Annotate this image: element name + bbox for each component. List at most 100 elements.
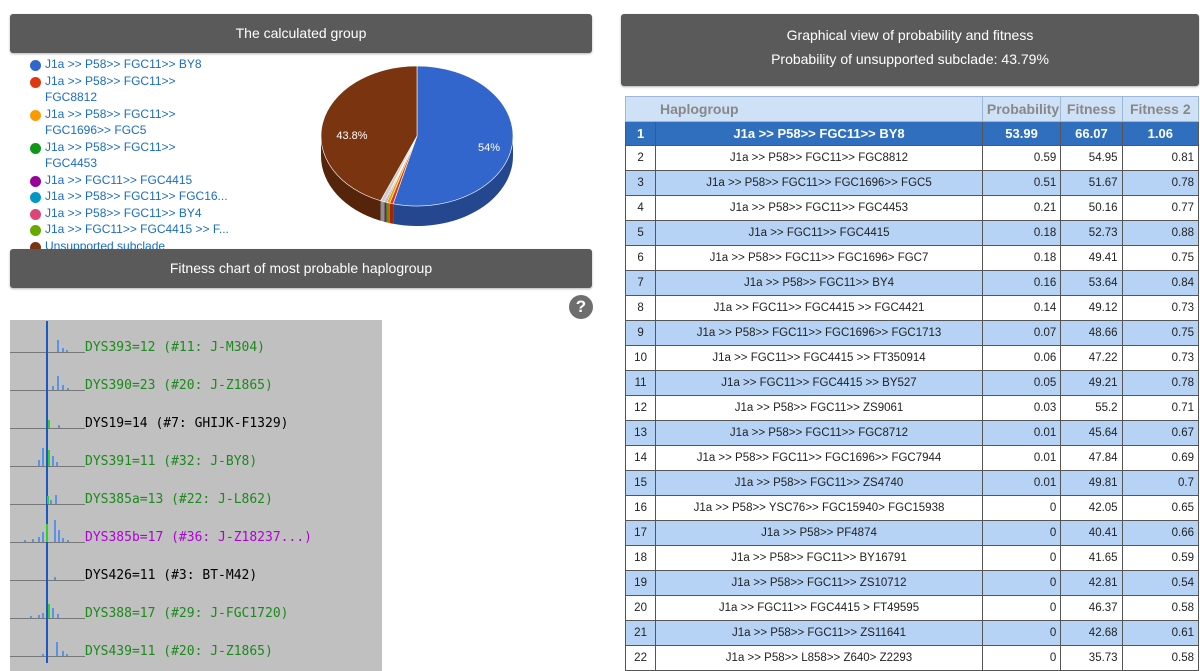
- row-index: 19: [624, 570, 657, 596]
- fitness-cell: 47.84: [1060, 445, 1123, 471]
- table-row[interactable]: 15 J1a >> P58>> FGC11>> ZS4740 0.01 49.81 0.…: [624, 470, 1200, 496]
- fitness-histogram-bar: [62, 651, 64, 656]
- fitness-histogram-bar: [32, 539, 34, 542]
- fitness-cell: 49.41: [1060, 245, 1123, 271]
- legend-item[interactable]: J1a >> P58>> FGC11>> BY8: [30, 56, 230, 73]
- haplogroup-cell: J1a >> P58>> FGC11>> FGC8712: [655, 420, 983, 446]
- table-row[interactable]: 9 J1a >> P58>> FGC11>> FGC1696>> FGC1713 0…: [624, 320, 1200, 346]
- row-index: 1: [624, 121, 657, 146]
- fitness-histogram-bar: [55, 495, 57, 504]
- fitness2-cell: 0.78: [1121, 170, 1200, 196]
- table-row[interactable]: 14 J1a >> P58>> FGC11>> FGC1696>> FGC7944…: [624, 445, 1200, 471]
- legend-item[interactable]: J1a >> FGC11>> FGC4415: [30, 172, 230, 189]
- fitness-cell: 41.65: [1060, 545, 1123, 571]
- legend-item[interactable]: J1a >> P58>> FGC11>> FGC4453: [30, 139, 230, 172]
- fitness-center-line: [46, 435, 48, 473]
- probability-cell: 0.03: [981, 395, 1062, 421]
- fitness2-cell: 0.88: [1121, 220, 1200, 246]
- fitness-histogram-bar: [66, 654, 68, 656]
- row-index: 17: [624, 520, 657, 546]
- fitness-cell: 42.05: [1060, 495, 1123, 521]
- fitness2-cell: 0.75: [1121, 245, 1200, 271]
- probability-cell: 0: [981, 595, 1062, 621]
- fitness-cell: 45.64: [1060, 420, 1123, 446]
- probability-cell: 0: [981, 520, 1062, 546]
- haplogroup-table: Haplogroup Probability Fitness Fitness 2…: [624, 96, 1200, 671]
- fitness2-cell: 0.78: [1121, 370, 1200, 396]
- fitness-histogram-bar: [24, 540, 26, 542]
- legend-swatch: [30, 76, 41, 88]
- fitness-match-bar: [46, 524, 48, 542]
- legend-item[interactable]: J1a >> FGC11>> FGC4415 >> F...: [30, 221, 230, 238]
- fitness2-cell: 0.69: [1121, 445, 1200, 471]
- fitness-histogram-bar: [56, 642, 58, 656]
- fitness2-cell: 0.54: [1121, 570, 1200, 596]
- row-index: 10: [624, 345, 657, 371]
- table-row[interactable]: 13 J1a >> P58>> FGC11>> FGC8712 0.01 45.64 0…: [624, 420, 1200, 446]
- help-icon[interactable]: ?: [569, 295, 593, 319]
- fitness-histogram-bar: [54, 520, 56, 542]
- fitness-row: DYS393=12 (#11: J-M304): [10, 321, 382, 359]
- table-row[interactable]: 19 J1a >> P58>> FGC11>> ZS10712 0 42.81 0.54: [624, 570, 1200, 596]
- table-row[interactable]: 22 J1a >> P58>> L858>> Z640> Z2293 0 35.73 0…: [624, 645, 1200, 671]
- probability-cell: 0.01: [981, 445, 1062, 471]
- probability-cell: 0: [981, 570, 1062, 596]
- pie-slice[interactable]: [320, 65, 418, 202]
- table-row[interactable]: 8 J1a >> FGC11>> FGC4415 >> FGC4421 0.14 49…: [624, 295, 1200, 321]
- fitness-histogram-bar: [38, 537, 40, 542]
- haplogroup-cell: J1a >> P58>> FGC11>> ZS9061: [655, 395, 983, 421]
- table-row[interactable]: 10 J1a >> FGC11>> FGC4415 >> FT350914 0.06…: [624, 345, 1200, 371]
- row-index: 4: [624, 195, 657, 221]
- table-row[interactable]: 17 J1a >> P58>> PF4874 0 40.41 0.66: [624, 520, 1200, 546]
- row-index: 13: [624, 420, 657, 446]
- legend-item[interactable]: J1a >> P58>> FGC11>> FGC8812: [30, 73, 230, 106]
- table-row[interactable]: 11 J1a >> FGC11>> FGC4415 >> BY527 0.05 49.…: [624, 370, 1200, 396]
- table-row[interactable]: 21 J1a >> P58>> FGC11>> ZS11641 0 42.68 0.61: [624, 620, 1200, 646]
- fitness-cell: 40.41: [1060, 520, 1123, 546]
- legend-label: J1a >> FGC11>> FGC4415: [45, 172, 193, 187]
- table-row[interactable]: 7 J1a >> P58>> FGC11>> BY4 0.16 53.64 0.84: [624, 270, 1200, 296]
- table-row[interactable]: 6 J1a >> P58>> FGC11>> FGC1696> FGC7 0.18 4…: [624, 245, 1200, 271]
- table-row[interactable]: 5 J1a >> FGC11>> FGC4415 0.18 52.73 0.88: [624, 220, 1200, 246]
- fitness-histogram-bar: [52, 608, 54, 618]
- legend-label: J1a >> P58>> FGC11>> FGC16...: [45, 189, 228, 203]
- table-row[interactable]: 1 J1a >> P58>> FGC11>> BY8 53.99 66.07 1.06: [624, 121, 1200, 146]
- probability-cell: 0.51: [981, 170, 1062, 196]
- col-fitness[interactable]: Fitness: [1060, 96, 1123, 122]
- fitness-histogram-bar: [57, 376, 59, 390]
- fitness-match-bar: [48, 604, 50, 618]
- haplogroup-cell: J1a >> FGC11>> FGC4415 >> BY527: [655, 370, 983, 396]
- table-row[interactable]: 20 J1a >> FGC11>> FGC4415 > FT49595 0 46.37…: [624, 595, 1200, 621]
- probability-cell: 0.59: [981, 145, 1062, 171]
- fitness-histogram-bar: [62, 348, 64, 352]
- table-row[interactable]: 4 J1a >> P58>> FGC11>> FGC4453 0.21 50.16 0.…: [624, 195, 1200, 221]
- table-row[interactable]: 12 J1a >> P58>> FGC11>> ZS9061 0.03 55.2 0.7…: [624, 395, 1200, 421]
- fitness2-cell: 0.73: [1121, 295, 1200, 321]
- fitness-histogram-bar: [56, 462, 58, 466]
- pie-slice[interactable]: [392, 65, 514, 207]
- col-haplogroup[interactable]: Haplogroup: [625, 96, 983, 122]
- col-probability[interactable]: Probability: [981, 96, 1062, 122]
- col-fitness-2[interactable]: Fitness 2: [1121, 96, 1200, 122]
- graphical-view-title: Graphical view of probability and fitnes…: [786, 27, 1034, 43]
- fitness-marker-label: DYS391=11 (#32: J-BY8): [85, 454, 258, 469]
- legend-swatch: [30, 225, 41, 236]
- table-row[interactable]: 16 J1a >> P58>> YSC76>> FGC15940> FGC1593…: [624, 495, 1200, 521]
- table-row[interactable]: 2 J1a >> P58>> FGC11>> FGC8812 0.59 54.95 0.…: [624, 145, 1200, 171]
- haplogroup-cell: J1a >> P58>> FGC11>> ZS11641: [655, 620, 983, 646]
- legend-item[interactable]: J1a >> P58>> FGC11>> FGC1696>> FGC5: [30, 106, 230, 139]
- table-row[interactable]: 3 J1a >> P58>> FGC11>> FGC1696>> FGC5 0.51…: [624, 170, 1200, 196]
- fitness2-cell: 0.81: [1121, 145, 1200, 171]
- fitness-cell: 49.12: [1060, 295, 1123, 321]
- fitness2-cell: 0.66: [1121, 520, 1200, 546]
- legend-item[interactable]: J1a >> P58>> FGC11>> FGC16...: [30, 188, 230, 205]
- row-index: 6: [624, 245, 657, 271]
- fitness-row: DYS19=14 (#7: GHIJK-F1329): [10, 397, 382, 435]
- fitness-chart-title: Fitness chart of most probable haplogrou…: [169, 260, 433, 276]
- legend-label: J1a >> P58>> FGC11>> BY4: [45, 205, 202, 220]
- pie-slice-side: [380, 200, 385, 222]
- row-index: 3: [624, 170, 657, 196]
- table-row[interactable]: 18 J1a >> P58>> FGC11>> BY16791 0 41.65 0.59: [624, 545, 1200, 571]
- legend-item[interactable]: J1a >> P58>> FGC11>> BY4: [30, 205, 230, 222]
- fitness-marker-label: DYS388=17 (#29: J-FGC1720): [85, 606, 289, 621]
